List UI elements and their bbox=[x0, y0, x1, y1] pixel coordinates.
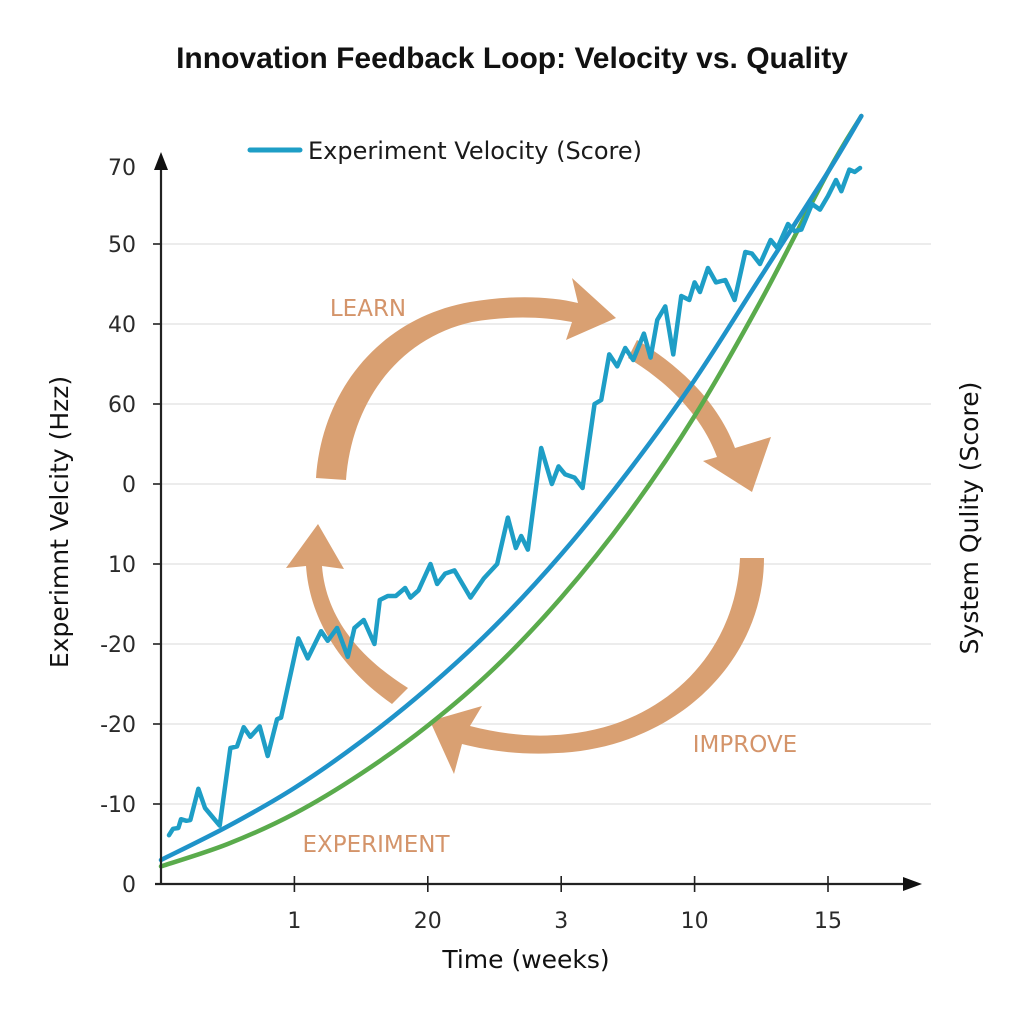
legend-label: Experiment Velocity (Score) bbox=[308, 137, 642, 165]
series-lines bbox=[158, 113, 864, 869]
y-tick-label: -20 bbox=[100, 633, 136, 658]
experiment-velocity-score-line bbox=[166, 165, 863, 838]
y-tick-label: 60 bbox=[108, 393, 136, 418]
x-axis bbox=[155, 877, 922, 891]
chart-title: Innovation Feedback Loop: Velocity vs. Q… bbox=[176, 42, 848, 75]
y-tick-label: 10 bbox=[108, 553, 136, 578]
y-axis-right-label: System Qulity (Score) bbox=[955, 382, 984, 655]
learn-arrow bbox=[316, 278, 616, 480]
improve-label: IMPROVE bbox=[693, 732, 797, 758]
y-tick-label: -20 bbox=[100, 713, 136, 738]
experiment-label: EXPERIMENT bbox=[302, 832, 450, 858]
y-tick-label: 70 bbox=[108, 156, 136, 181]
y-tick-label: 0 bbox=[122, 473, 136, 498]
x-axis-label: Time (weeks) bbox=[441, 945, 609, 974]
x-tick-label: 3 bbox=[554, 909, 568, 934]
x-tick-label: 15 bbox=[814, 909, 842, 934]
y-tick-label: 40 bbox=[108, 313, 136, 338]
x-tick-label: 10 bbox=[681, 909, 709, 934]
learn-label: LEARN bbox=[330, 296, 406, 322]
feedback-cycle-arrows bbox=[286, 278, 771, 774]
velocity-trend-line bbox=[158, 113, 864, 863]
x-tick-label: 1 bbox=[287, 909, 301, 934]
y-ticks: 0 -10 -20 -20 10 0 60 40 50 70 bbox=[100, 156, 161, 898]
legend: Experiment Velocity (Score) bbox=[247, 137, 642, 165]
experiment-arrow bbox=[286, 524, 408, 704]
reflect-arrow bbox=[628, 340, 771, 492]
x-ticks: 1 20 3 10 15 bbox=[287, 876, 842, 934]
y-tick-label: -10 bbox=[100, 793, 136, 818]
x-axis-arrow-icon bbox=[903, 877, 922, 891]
improve-arrow bbox=[430, 558, 764, 774]
y-tick-label: 0 bbox=[122, 873, 136, 898]
system-quality-score-line bbox=[158, 113, 864, 869]
y-axis-label: Experimnt Velcity (Hzz) bbox=[45, 376, 74, 668]
y-axis-arrow-icon bbox=[154, 152, 168, 170]
y-tick-label: 50 bbox=[108, 233, 136, 258]
y-axis bbox=[154, 152, 168, 884]
x-tick-label: 20 bbox=[414, 909, 442, 934]
